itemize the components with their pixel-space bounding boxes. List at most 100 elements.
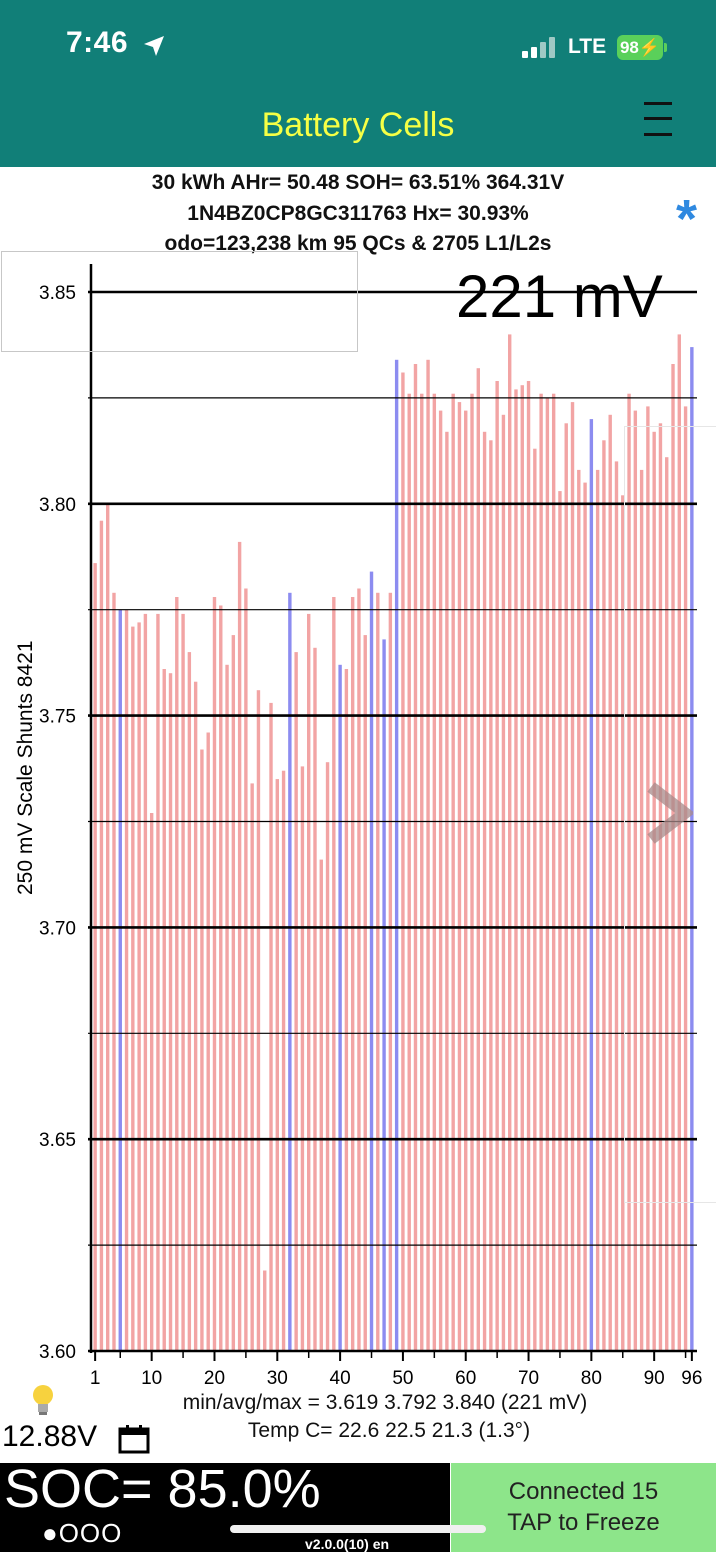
calendar-icon[interactable] bbox=[118, 1424, 150, 1454]
cell-bar bbox=[382, 639, 386, 1351]
aux-battery-voltage: 12.88V bbox=[2, 1420, 98, 1453]
cell-bar bbox=[149, 813, 154, 1351]
cell-bar bbox=[677, 334, 681, 1351]
cell-bar bbox=[558, 491, 562, 1352]
cell-bar bbox=[482, 431, 487, 1351]
app-version: v2.0.0(10) en bbox=[305, 1536, 390, 1552]
network-type: LTE bbox=[568, 35, 607, 58]
cell-bar bbox=[162, 669, 166, 1351]
connection-button[interactable] bbox=[451, 1463, 716, 1552]
battery-cap bbox=[664, 43, 667, 52]
cell-bar bbox=[602, 440, 606, 1351]
soc-value: SOC= 85.0% bbox=[4, 1459, 321, 1519]
cell-bar bbox=[93, 563, 97, 1351]
cell-bar bbox=[200, 749, 204, 1351]
y-tick-label: 3.80 bbox=[39, 495, 76, 516]
cell-bar bbox=[388, 592, 393, 1351]
cell-bar bbox=[357, 588, 361, 1351]
cell-bar bbox=[545, 397, 550, 1351]
cell-bar bbox=[124, 609, 129, 1351]
cell-bar bbox=[438, 410, 443, 1352]
y-tick-label: 3.60 bbox=[39, 1342, 76, 1363]
asterisk-icon[interactable]: * bbox=[676, 189, 698, 249]
min-avg-max: min/avg/max = 3.619 3.792 3.840 (221 mV) bbox=[182, 1391, 588, 1414]
cell-bar bbox=[476, 368, 480, 1351]
temperature-line: Temp C= 22.6 22.5 21.3 (1.3°) bbox=[247, 1419, 531, 1442]
cell-bar bbox=[143, 613, 148, 1351]
hamburger-menu-icon[interactable] bbox=[644, 100, 672, 138]
page-title: Battery Cells bbox=[261, 106, 455, 144]
cell-bar bbox=[275, 779, 279, 1351]
x-tick-label: 96 bbox=[681, 1368, 702, 1388]
cell-bar bbox=[219, 605, 223, 1351]
cell-bar bbox=[263, 1270, 267, 1351]
y-tick-label: 3.85 bbox=[39, 283, 76, 304]
cell-bar bbox=[294, 652, 298, 1351]
cellular-signal-icon bbox=[522, 37, 555, 58]
cell-bar bbox=[671, 364, 675, 1351]
cell-bar bbox=[407, 393, 411, 1351]
home-indicator bbox=[230, 1525, 486, 1533]
cell-bar bbox=[564, 423, 568, 1351]
cell-bar bbox=[683, 406, 688, 1351]
cell-bar bbox=[570, 402, 575, 1352]
cell-bar bbox=[118, 609, 122, 1351]
cell-bar bbox=[627, 393, 631, 1351]
cell-bar bbox=[514, 389, 518, 1351]
cell-bar bbox=[539, 393, 543, 1351]
cell-bar bbox=[137, 622, 141, 1351]
cell-bar bbox=[212, 597, 217, 1351]
cell-bar bbox=[394, 359, 399, 1351]
status-bar: 7:46 LTE 98⚡ bbox=[0, 0, 716, 90]
cell-bar bbox=[99, 520, 104, 1351]
cell-bar bbox=[614, 461, 619, 1351]
cell-bar bbox=[432, 393, 437, 1351]
cell-bar bbox=[307, 613, 311, 1351]
connection-status: Connected 15 bbox=[508, 1478, 659, 1505]
cell-bar bbox=[495, 381, 499, 1351]
cell-bar bbox=[112, 592, 116, 1351]
cell-bar bbox=[633, 410, 638, 1352]
y-axis-title: 250 mV Scale Shunts 8421 bbox=[14, 640, 37, 895]
cell-voltage-chart[interactable]: 3.85 3.80 3.75 3.70 3.65 3.60 1 10 20 30 40 50 60 70 8… bbox=[0, 248, 716, 1388]
odometer-line: odo=123,238 km 95 QCs & 2705 L1/L2s bbox=[164, 232, 552, 255]
x-tick-label: 80 bbox=[581, 1368, 602, 1388]
cell-bar bbox=[520, 385, 524, 1351]
cell-bar bbox=[269, 702, 273, 1351]
cell-bar bbox=[369, 571, 374, 1351]
cell-bar bbox=[401, 372, 405, 1351]
cell-bar bbox=[652, 431, 656, 1351]
side-panel bbox=[624, 426, 716, 1203]
cell-bar bbox=[206, 732, 210, 1351]
cell-bar bbox=[376, 592, 380, 1351]
cell-bar bbox=[533, 448, 537, 1351]
freeze-frame-box[interactable] bbox=[1, 251, 358, 352]
lightbulb-icon[interactable] bbox=[30, 1383, 56, 1417]
soc-panel[interactable] bbox=[0, 1463, 450, 1552]
cell-bar bbox=[168, 673, 173, 1351]
cell-bar bbox=[350, 597, 355, 1351]
cell-bar bbox=[608, 414, 612, 1351]
x-tick-label: 40 bbox=[330, 1368, 351, 1388]
voltage-range-label: 221 mV bbox=[456, 263, 663, 330]
cell-bar bbox=[175, 597, 179, 1351]
cell-bar bbox=[646, 406, 650, 1351]
cell-bar bbox=[181, 613, 185, 1351]
y-tick-label: 3.70 bbox=[39, 918, 76, 939]
pack-summary: 30 kWh AHr= 50.48 SOH= 63.51% 364.31V bbox=[151, 171, 565, 194]
nav-bar: Battery Cells bbox=[0, 90, 716, 167]
cell-bar bbox=[690, 347, 694, 1352]
cell-bar bbox=[445, 431, 449, 1351]
cell-bar bbox=[344, 669, 349, 1351]
cell-bar bbox=[237, 541, 242, 1351]
cell-bar bbox=[621, 495, 625, 1351]
battery-icon: 98⚡ bbox=[617, 35, 663, 60]
cell-bar bbox=[193, 681, 198, 1351]
location-arrow-icon bbox=[144, 36, 164, 56]
tap-to-freeze-label: TAP to Freeze bbox=[507, 1509, 660, 1536]
y-tick-label: 3.75 bbox=[39, 707, 76, 728]
cell-bar bbox=[470, 393, 474, 1351]
cell-bar bbox=[131, 626, 135, 1351]
cell-bar bbox=[426, 359, 430, 1351]
chevron-right-icon[interactable] bbox=[645, 781, 693, 845]
